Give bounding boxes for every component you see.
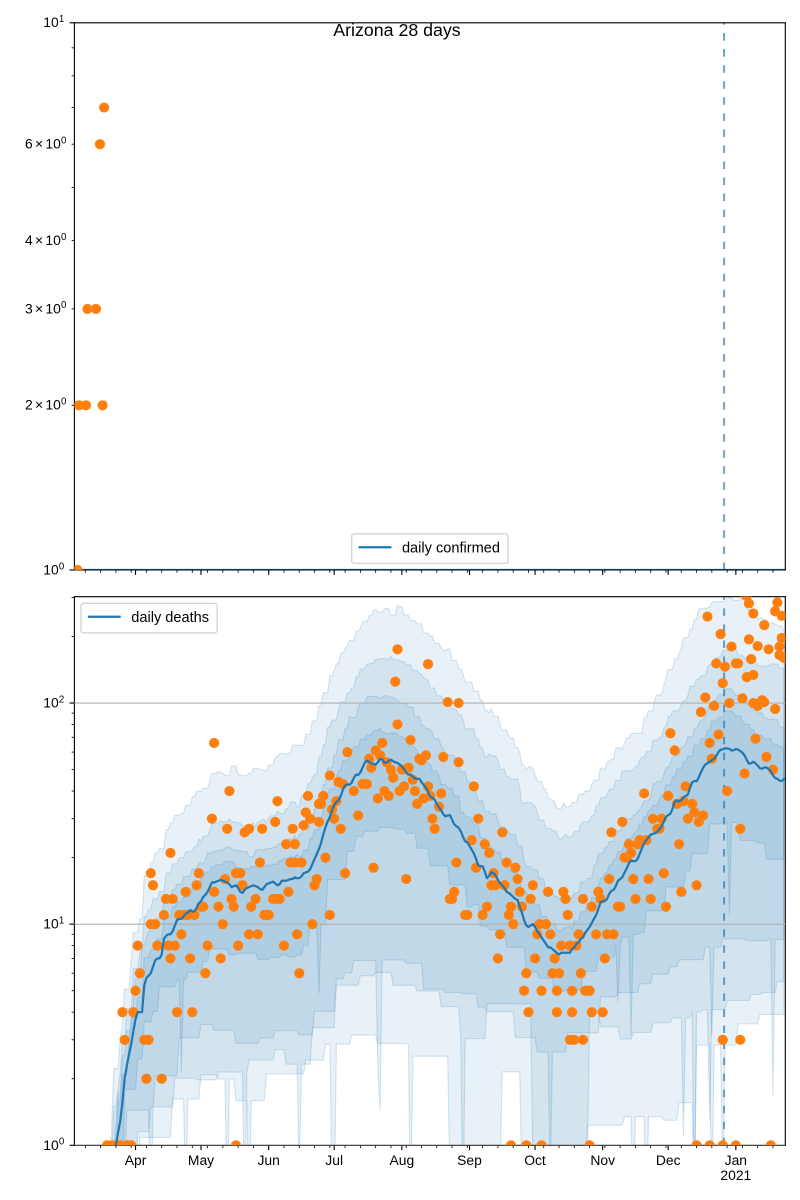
svg-text:Sep: Sep (457, 1152, 482, 1168)
svg-text:1 0 0: 1 0 0 (43, 1130, 65, 1155)
svg-text:6 × 1: 6 × 1 0 0 (25, 129, 67, 154)
svg-text:Apr: Apr (125, 1152, 147, 1168)
svg-text:Oct: Oct (524, 1152, 546, 1168)
svg-text:Jan: Jan (725, 1152, 747, 1168)
svg-text:Jul: Jul (325, 1152, 343, 1168)
svg-text:daily confirmed: daily confirmed (402, 540, 500, 556)
svg-text:Arizona 28 days: Arizona 28 days (333, 20, 461, 40)
svg-text:1 0 1: 1 0 1 (43, 7, 65, 32)
svg-text:Aug: Aug (389, 1152, 414, 1168)
svg-text:2 × 1: 2 × 1 0 0 (25, 390, 67, 415)
svg-text:Nov: Nov (590, 1152, 615, 1168)
svg-text:Jun: Jun (257, 1152, 279, 1168)
svg-text:1 0 0: 1 0 0 (43, 554, 65, 579)
svg-text:daily deaths: daily deaths (131, 610, 209, 626)
svg-text:1 0 2: 1 0 2 (43, 687, 65, 712)
svg-text:1 0 1: 1 0 1 (43, 909, 65, 934)
svg-text:May: May (188, 1152, 214, 1168)
svg-text:4 × 1: 4 × 1 0 0 (25, 225, 67, 250)
svg-text:2021: 2021 (720, 1167, 751, 1183)
svg-text:3 × 1: 3 × 1 0 0 (25, 293, 67, 318)
svg-text:Dec: Dec (656, 1152, 681, 1168)
